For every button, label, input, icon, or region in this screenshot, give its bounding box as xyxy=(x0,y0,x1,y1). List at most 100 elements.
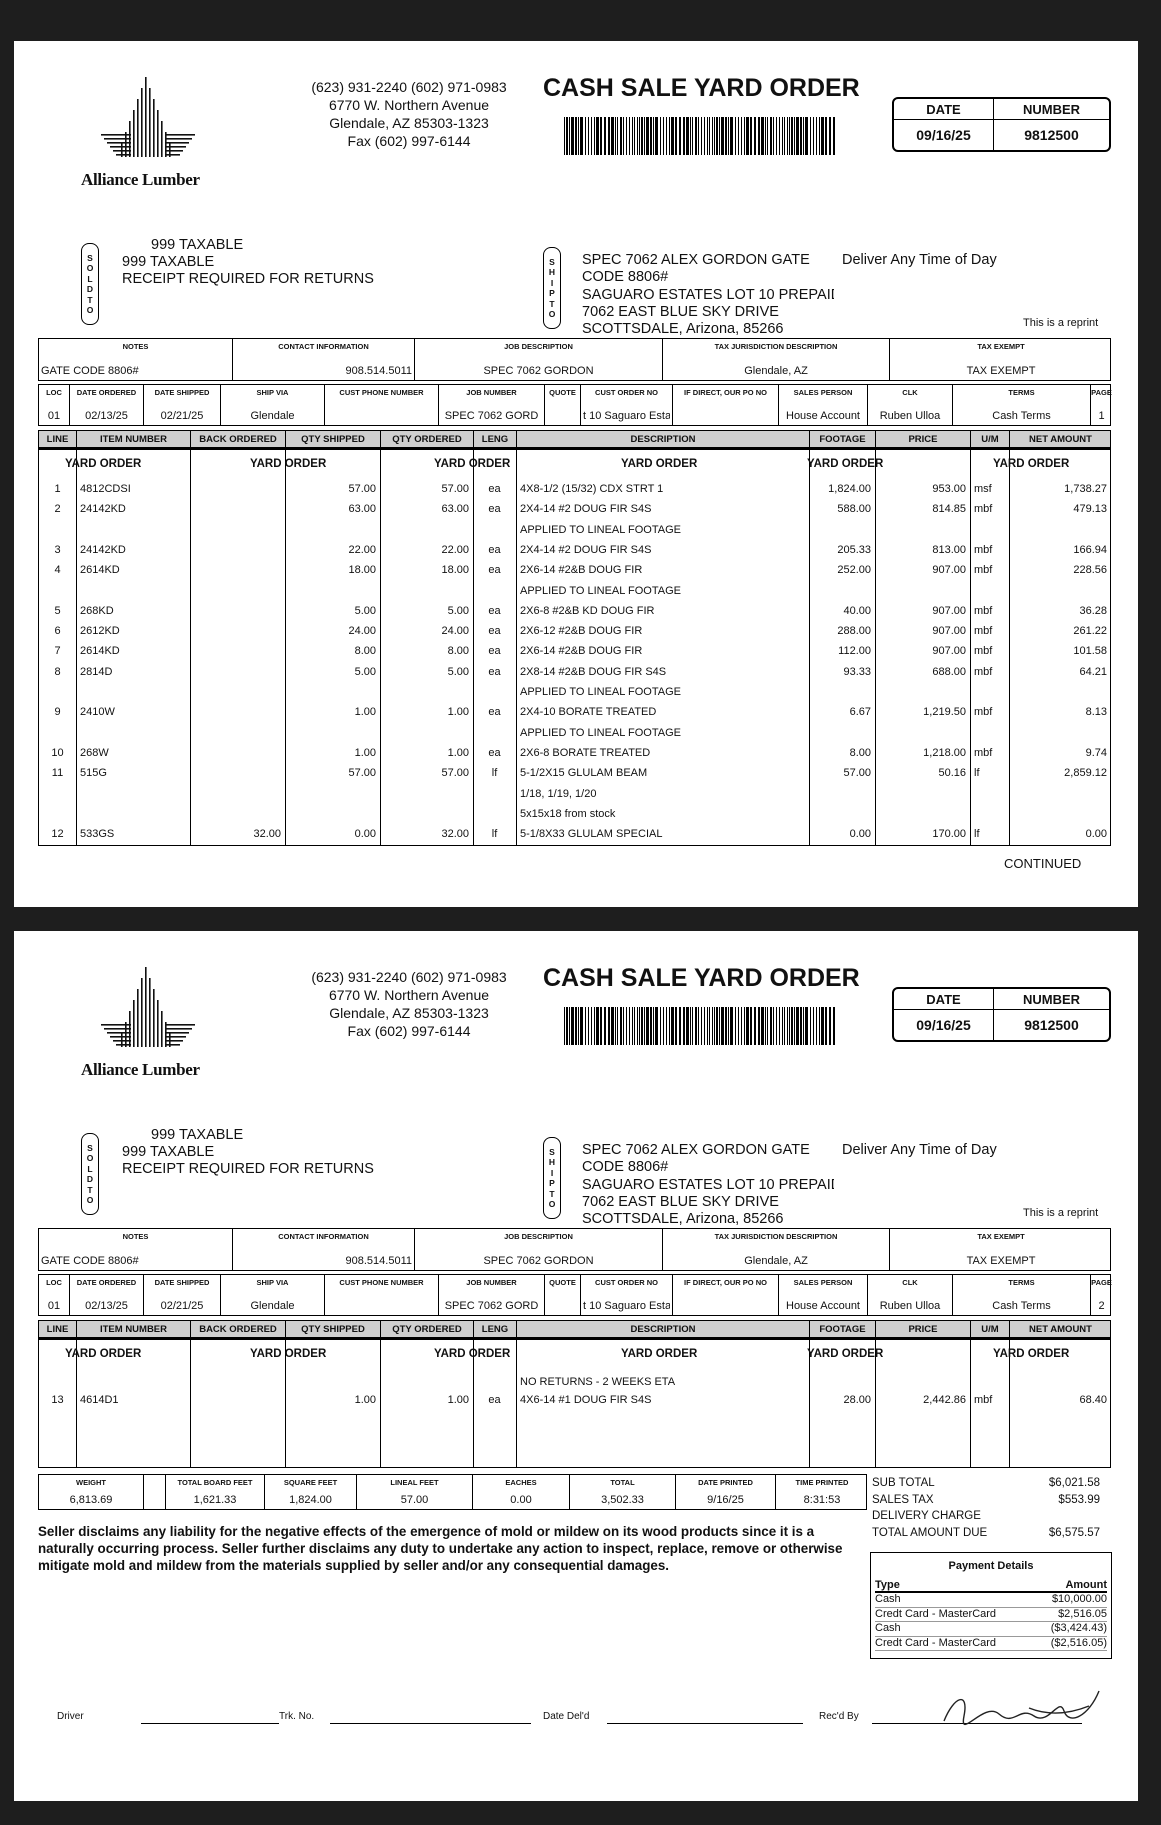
column-divider xyxy=(473,450,474,845)
tag-letter: L xyxy=(87,1163,93,1174)
payment-row: Cash $10,000.00 xyxy=(875,1593,1107,1608)
tag-letter: S xyxy=(87,1142,93,1153)
info-label: CUST PHONE NUMBER xyxy=(339,1278,424,1287)
info-cell: DATE ORDERED 02/13/25 xyxy=(69,1275,143,1315)
sold-to-line: 999 TAXABLE xyxy=(151,237,244,253)
info-label: SHIP VIA xyxy=(256,1278,289,1287)
summary-label: SALES TAX xyxy=(872,1493,934,1506)
cell-net: 36.28 xyxy=(1079,604,1107,617)
cell-leng: ea xyxy=(488,483,501,495)
alliance-lumber-logo: Alliance Lumber xyxy=(81,72,215,192)
date-label: DATE xyxy=(894,989,994,1010)
column-header: U/M xyxy=(970,431,1009,447)
info-label: CLK xyxy=(902,388,918,397)
yard-order-label: YARD ORDER xyxy=(807,458,884,470)
cell-line: 8 xyxy=(54,665,61,678)
info-label: CUST ORDER NO xyxy=(595,1278,658,1287)
cell-um: mbf xyxy=(974,746,993,759)
yard-order-label: YARD ORDER xyxy=(993,1348,1070,1360)
info-cell: TAX EXEMPT TAX EXEMPT xyxy=(889,1229,1112,1270)
info-cell: DATE ORDERED 02/13/25 xyxy=(69,385,143,425)
info-cell: IF DIRECT, OUR PO NO xyxy=(672,385,778,425)
date-label: DATE xyxy=(894,99,994,120)
table-row: 10 268W 1.00 1.00 ea 2X6-8 BORATE TREATED 8.00… xyxy=(39,744,1110,764)
cell-item: 268KD xyxy=(80,604,114,617)
cell-item: 4812CDSI xyxy=(80,483,131,495)
info-row-1: NOTES GATE CODE 8806# CONTACT INFORMATION 9… xyxy=(38,1228,1111,1271)
cell-footage: 28.00 xyxy=(843,1394,871,1406)
cell-price: 953.00 xyxy=(932,483,966,495)
info-cell: SALES PERSON House Account xyxy=(778,1275,867,1315)
table-note-row: NO RETURNS - 2 WEEKS ETA xyxy=(39,1373,1110,1393)
cell-footage: 6.67 xyxy=(849,706,871,719)
column-divider xyxy=(970,450,971,845)
column-header: LINE xyxy=(46,433,69,445)
ship-to-line: 7062 EAST BLUE SKY DRIVE xyxy=(582,1193,779,1210)
table-row: 3 24142KD 22.00 22.00 ea 2X4-14 #2 DOUG FIR S… xyxy=(39,541,1110,561)
totals-cell: WEIGHT 6,813.69 xyxy=(39,1475,143,1509)
column-divider xyxy=(809,1340,810,1467)
totals-cell xyxy=(143,1475,165,1509)
cell-leng: ea xyxy=(488,564,501,577)
tag-letter: D xyxy=(86,284,94,294)
cell-net: 64.21 xyxy=(1079,665,1107,678)
cell-ordered: 5.00 xyxy=(447,665,469,678)
totals-value: 8:31:53 xyxy=(803,1494,841,1506)
info-label: TERMS xyxy=(1008,1278,1035,1287)
info-label: CUST PHONE NUMBER xyxy=(339,388,424,397)
cell-line: 11 xyxy=(51,767,64,780)
cell-shipped: 8.00 xyxy=(354,645,376,658)
ship-to-line: SPEC 7062 ALEX GORDON GATE xyxy=(582,1142,810,1158)
info-label: JOB NUMBER xyxy=(466,388,517,397)
sold-to-line: 999 TAXABLE xyxy=(122,254,215,270)
info-cell: CLK Ruben Ulloa xyxy=(867,385,952,425)
cell-net: 479.13 xyxy=(1073,503,1107,516)
info-value: Ruben Ulloa xyxy=(879,410,941,422)
info-cell: CUST ORDER NO t 10 Saguaro Esta xyxy=(580,385,672,425)
info-cell: DATE SHIPPED 02/21/25 xyxy=(143,385,220,425)
totals-cell: EACHES 0.00 xyxy=(472,1475,569,1509)
cell-line: 3 xyxy=(54,543,61,556)
table-row: 5 268KD 5.00 5.00 ea 2X6-8 #2&B KD DOUG FIR 40… xyxy=(39,602,1110,622)
info-cell: TERMS Cash Terms xyxy=(952,1275,1090,1315)
cell-um: mbf xyxy=(974,543,993,556)
delivery-note: Deliver Any Time of Day xyxy=(842,252,997,268)
info-value: House Account xyxy=(786,1300,860,1312)
totals-label: SQUARE FEET xyxy=(283,1478,338,1487)
alliance-lumber-logo: Alliance Lumber xyxy=(81,962,215,1082)
info-row-1: NOTES GATE CODE 8806# CONTACT INFORMATION 9… xyxy=(38,338,1111,381)
info-cell: TAX EXEMPT TAX EXEMPT xyxy=(889,339,1112,380)
column-header: DESCRIPTION xyxy=(516,431,809,447)
column-header: QTY ORDERED xyxy=(380,431,473,447)
column-header: NET AMOUNT xyxy=(1009,431,1111,447)
address-line: Fax (602) 997-6144 xyxy=(347,133,471,149)
table-row: 11 515G 57.00 57.00 lf 5-1/2X15 GLULAM BEAM 57… xyxy=(39,764,1110,784)
cell-footage: 252.00 xyxy=(837,564,871,577)
address-line: 6770 W. Northern Avenue xyxy=(328,97,490,113)
cell-net: 0.00 xyxy=(1085,828,1107,841)
info-label: TAX JURISDICTION DESCRIPTION xyxy=(714,1232,838,1241)
cell-line: 5 xyxy=(54,604,61,617)
sold-to-line: RECEIPT REQUIRED FOR RETURNS xyxy=(122,271,374,287)
document-title: CASH SALE YARD ORDER xyxy=(543,964,860,992)
totals-value: 9/16/25 xyxy=(707,1494,744,1506)
yard-order-label: YARD ORDER xyxy=(621,1348,698,1360)
summary-line: SUB TOTAL $6,021.58 xyxy=(872,1477,1100,1489)
info-value: 02/13/25 xyxy=(85,410,128,422)
info-cell: CONTACT INFORMATION 908.514.5011 xyxy=(232,339,414,380)
cell-desc: 2X6-12 #2&B DOUG FIR xyxy=(520,625,643,638)
cell-desc: 5-1/8X33 GLULAM SPECIAL xyxy=(520,828,663,841)
column-divider xyxy=(285,450,286,845)
payment-row: Credt Card - MasterCard $2,516.05 xyxy=(875,1608,1107,1622)
info-cell: QUOTE xyxy=(544,385,580,425)
signature-line-received xyxy=(872,1723,1082,1724)
cell-price: 814.85 xyxy=(932,503,966,516)
info-cell: QUOTE xyxy=(544,1275,580,1315)
summary-label: DELIVERY CHARGE xyxy=(872,1510,981,1522)
totals-value: 1,621.33 xyxy=(193,1494,237,1506)
totals-label: TOTAL xyxy=(610,1478,635,1487)
info-cell: NOTES GATE CODE 8806# xyxy=(39,1229,232,1270)
info-label: QUOTE xyxy=(549,388,576,397)
column-divider xyxy=(809,450,810,845)
